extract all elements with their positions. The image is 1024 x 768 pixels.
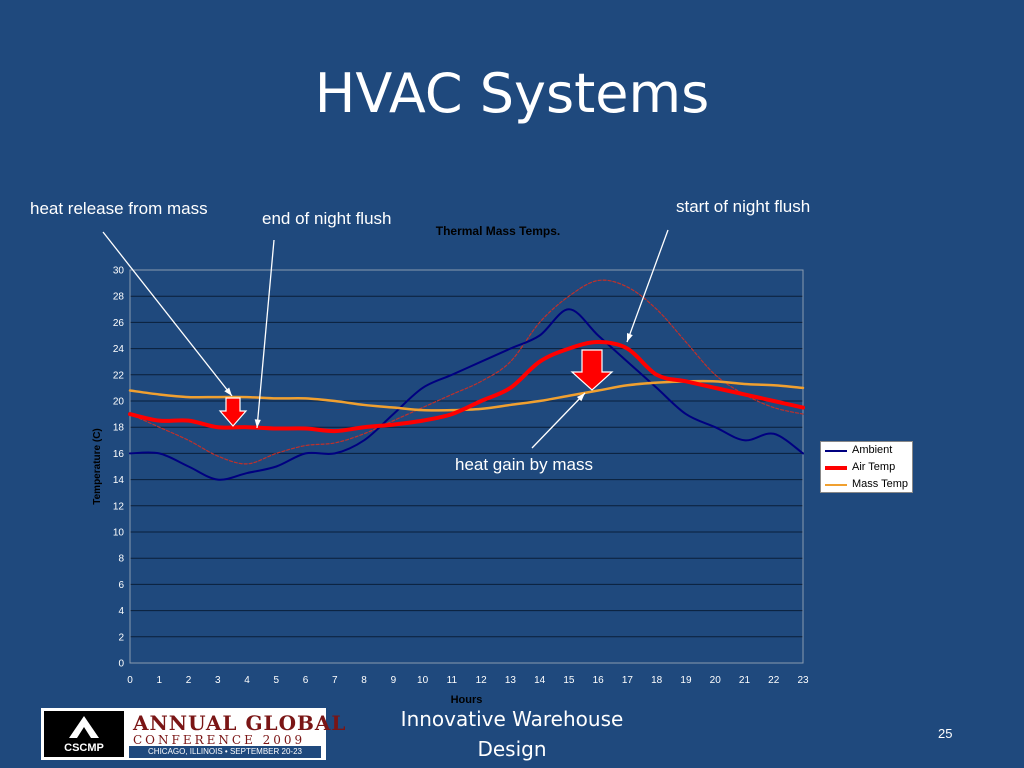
x-tick-label: 14 bbox=[534, 675, 546, 686]
conference-logo: CSCMP ANNUAL GLOBAL CONFERENCE 2009 CHIC… bbox=[41, 708, 346, 760]
logo-line-2: CONFERENCE 2009 bbox=[133, 733, 306, 747]
pointer-start-flush bbox=[626, 229, 669, 343]
x-tick-label: 17 bbox=[622, 675, 634, 686]
cscmp-mark: CSCMP bbox=[44, 711, 124, 757]
x-tick-label: 9 bbox=[391, 675, 397, 686]
annotation-heat-release: heat release from mass bbox=[30, 199, 208, 218]
pointer-arrowhead-icon bbox=[576, 393, 585, 402]
y-tick-label: 30 bbox=[113, 266, 125, 277]
pointer-arrowhead-icon bbox=[224, 387, 232, 396]
x-tick-label: 13 bbox=[505, 675, 517, 686]
pointer-end-flush bbox=[256, 239, 275, 429]
legend: Ambient Air Temp Mass Temp bbox=[820, 441, 913, 493]
y-tick-label: 10 bbox=[113, 528, 125, 539]
slide-title: HVAC Systems bbox=[314, 62, 710, 125]
pointer-heat-release bbox=[102, 231, 233, 397]
legend-label-ambient: Ambient bbox=[852, 444, 893, 456]
x-tick-label: 5 bbox=[274, 675, 280, 686]
x-tick-label: 11 bbox=[447, 675, 458, 686]
x-tick-label: 0 bbox=[127, 675, 133, 686]
x-axis-label: Hours bbox=[451, 694, 483, 706]
down-arrow-icon bbox=[218, 397, 248, 427]
series-air-temp-line bbox=[128, 340, 805, 434]
x-tick-label: 6 bbox=[303, 675, 309, 686]
y-tick-label: 16 bbox=[113, 449, 125, 460]
y-tick-label: 6 bbox=[118, 580, 124, 591]
series-unlabeled-dashed-line bbox=[129, 279, 804, 465]
y-tick-label: 2 bbox=[118, 632, 124, 643]
x-tick-label: 21 bbox=[739, 675, 751, 686]
chart-title: Thermal Mass Temps. bbox=[435, 224, 561, 238]
y-tick-label: 18 bbox=[113, 423, 125, 434]
legend-swatch-ambient bbox=[825, 450, 847, 452]
x-tick-label: 16 bbox=[593, 675, 605, 686]
y-axis-label: Temperature (C) bbox=[92, 428, 103, 505]
annotation-start-flush: start of night flush bbox=[676, 197, 811, 216]
legend-swatch-mass-temp bbox=[825, 484, 847, 486]
y-tick-label: 22 bbox=[113, 370, 125, 381]
x-tick-label: 22 bbox=[768, 675, 780, 686]
x-tick-label: 7 bbox=[332, 675, 338, 686]
page-number: 25 bbox=[938, 726, 953, 741]
y-tick-label: 4 bbox=[118, 606, 124, 617]
legend-swatch-air-temp bbox=[825, 466, 847, 470]
x-tick-label: 12 bbox=[476, 675, 488, 686]
y-tick-label: 20 bbox=[113, 397, 125, 408]
x-tick-label: 4 bbox=[244, 675, 250, 686]
x-tick-label: 8 bbox=[361, 675, 367, 686]
x-tick-label: 19 bbox=[680, 675, 692, 686]
pointer-heat-gain bbox=[531, 392, 586, 449]
y-tick-label: 0 bbox=[118, 659, 124, 670]
x-tick-label: 20 bbox=[710, 675, 722, 686]
x-tick-label: 15 bbox=[563, 675, 575, 686]
logo-line-3: CHICAGO, ILLINOIS • SEPTEMBER 20-23 bbox=[129, 746, 321, 758]
x-tick-label: 23 bbox=[797, 675, 809, 686]
y-tick-label: 12 bbox=[113, 501, 125, 512]
series-ambient-line bbox=[129, 308, 804, 481]
y-tick-label: 28 bbox=[113, 292, 125, 303]
cscmp-arrow-icon bbox=[69, 716, 99, 738]
x-tick-label: 10 bbox=[417, 675, 429, 686]
x-tick-label: 18 bbox=[651, 675, 663, 686]
y-tick-label: 26 bbox=[113, 318, 125, 329]
annotation-end-flush: end of night flush bbox=[262, 209, 392, 228]
down-arrow-icon bbox=[570, 349, 614, 391]
footer-text: Innovative Warehouse Design bbox=[400, 707, 624, 761]
x-tick-label: 1 bbox=[156, 675, 162, 686]
plot-area bbox=[129, 269, 804, 664]
legend-label-mass-temp: Mass Temp bbox=[852, 478, 909, 490]
legend-label-air-temp: Air Temp bbox=[852, 461, 896, 473]
x-tick-label: 2 bbox=[186, 675, 192, 686]
cscmp-mark-text: CSCMP bbox=[64, 742, 104, 754]
pointer-arrowhead-icon bbox=[627, 333, 633, 342]
x-tick-label: 3 bbox=[215, 675, 221, 686]
y-tick-label: 14 bbox=[113, 475, 125, 486]
pointer-arrowhead-icon bbox=[254, 419, 261, 428]
y-tick-label: 8 bbox=[118, 554, 124, 565]
logo-line-1: ANNUAL GLOBAL bbox=[133, 711, 347, 735]
y-tick-label: 24 bbox=[113, 344, 125, 355]
annotation-heat-gain: heat gain by mass bbox=[455, 455, 593, 474]
